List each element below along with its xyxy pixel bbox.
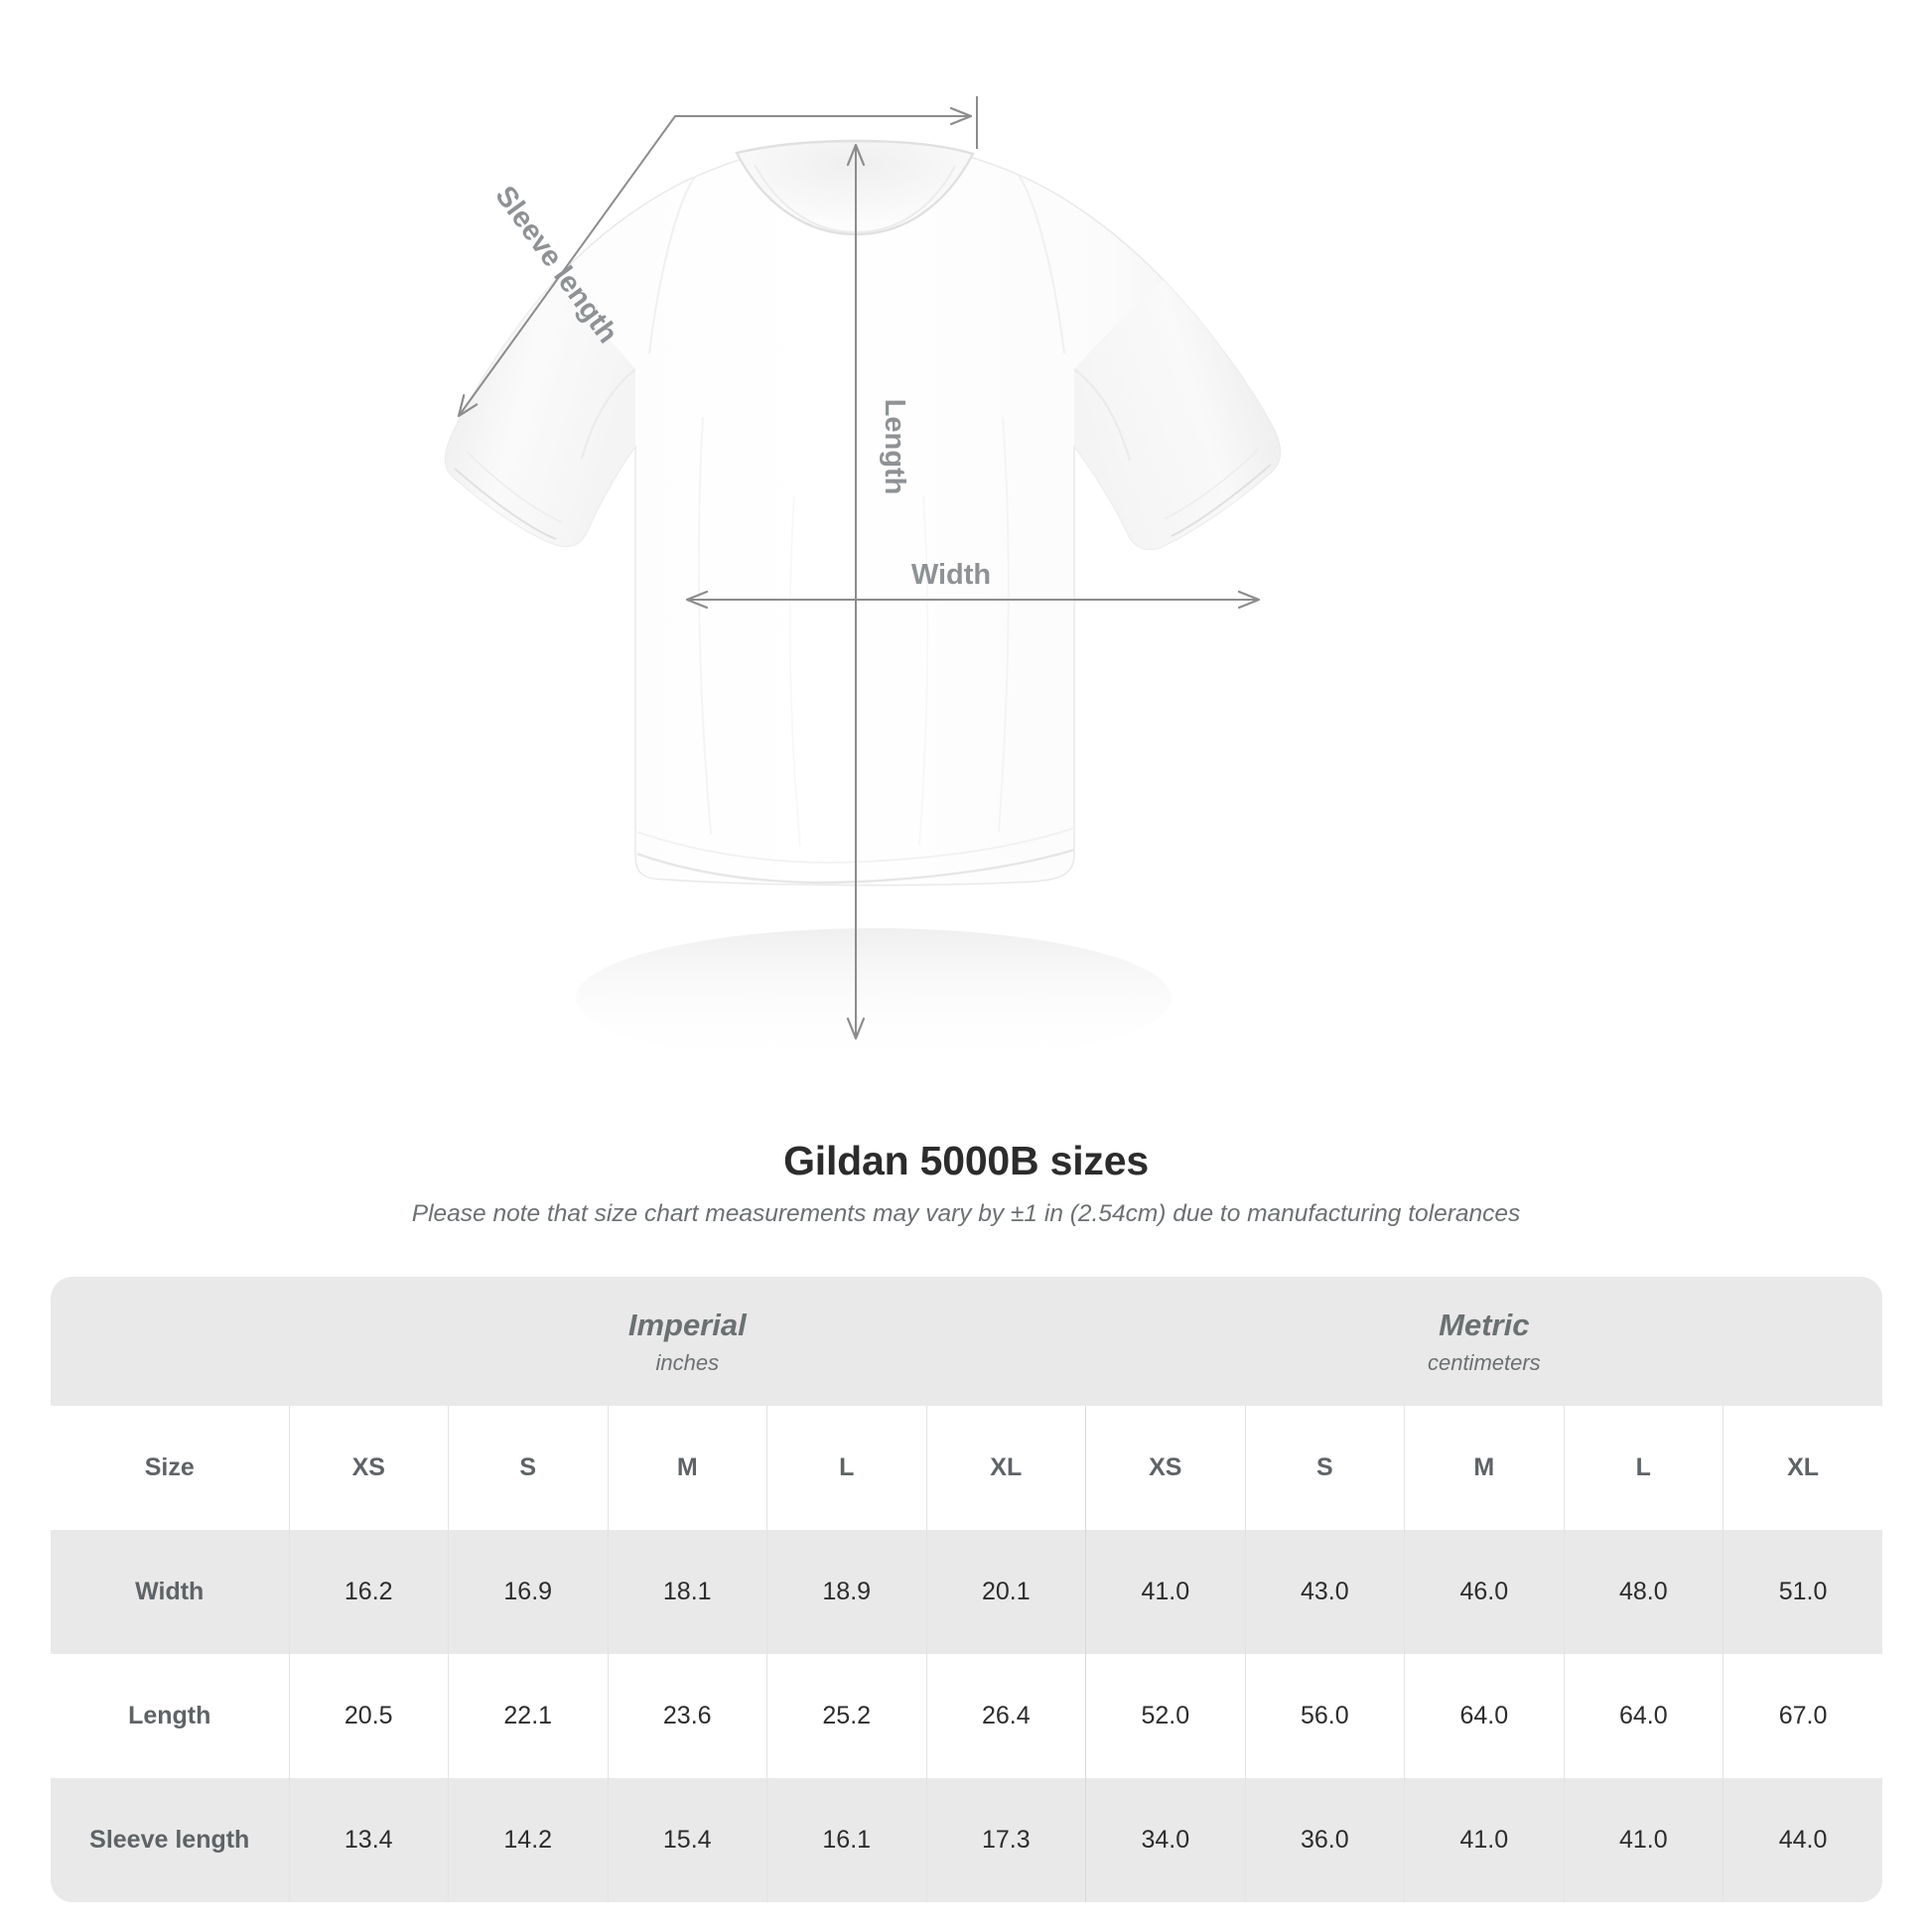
unit-group-metric: Metric centimeters: [1085, 1277, 1883, 1406]
cell-sleeve-metric-l: 41.0: [1563, 1778, 1724, 1902]
size-header-metric-s: S: [1244, 1406, 1405, 1530]
cell-length-imperial-m: 23.6: [607, 1654, 767, 1778]
cell-length-imperial-s: 22.1: [448, 1654, 608, 1778]
size-header-metric-l: L: [1563, 1406, 1724, 1530]
tshirt-graphic: [444, 139, 1282, 887]
size-header-imperial-l: L: [766, 1406, 926, 1530]
page-title: Gildan 5000B sizes: [783, 1138, 1149, 1183]
size-table: Imperial inches Metric centimeters Size …: [51, 1277, 1883, 1902]
cell-width-imperial-l: 18.9: [766, 1530, 926, 1654]
unit-group-row: Imperial inches Metric centimeters: [51, 1277, 1883, 1406]
unit-group-imperial: Imperial inches: [289, 1277, 1086, 1406]
cell-sleeve-metric-m: 41.0: [1404, 1778, 1565, 1902]
size-table-container: Imperial inches Metric centimeters Size …: [51, 1277, 1883, 1902]
row-label-header: Size: [144, 1453, 195, 1481]
cell-length-metric-l: 64.0: [1563, 1654, 1724, 1778]
cell-width-imperial-s: 16.9: [448, 1530, 608, 1654]
cell-width-metric-m: 46.0: [1404, 1530, 1565, 1654]
unit-spacer-cell: [51, 1277, 289, 1406]
cell-length-metric-xs: 52.0: [1085, 1654, 1246, 1778]
table-row: Sleeve length 13.4 14.2 15.4 16.1 17.3 3…: [51, 1778, 1883, 1902]
size-header-metric-xs: XS: [1085, 1406, 1246, 1530]
right-armhole-seam: [1073, 368, 1132, 462]
unit-group-imperial-unit: inches: [655, 1350, 720, 1376]
cell-sleeve-metric-s: 36.0: [1244, 1778, 1405, 1902]
size-header-metric-m: M: [1404, 1406, 1565, 1530]
unit-group-metric-name: Metric: [1439, 1307, 1530, 1342]
cell-sleeve-imperial-xs: 13.4: [288, 1778, 449, 1902]
right-sleeve-shade: [1074, 280, 1281, 550]
right-shoulder-seam: [1018, 174, 1065, 354]
cell-width-imperial-xl: 20.1: [925, 1530, 1086, 1654]
size-header-imperial-m: M: [607, 1406, 767, 1530]
table-row: Length 20.5 22.1 23.6 25.2 26.4 52.0 56.…: [51, 1654, 1883, 1778]
cell-width-imperial-m: 18.1: [607, 1530, 767, 1654]
cell-width-metric-xs: 41.0: [1085, 1530, 1246, 1654]
cell-length-metric-m: 64.0: [1404, 1654, 1565, 1778]
cell-width-metric-l: 48.0: [1563, 1530, 1724, 1654]
unit-group-metric-unit: centimeters: [1427, 1350, 1541, 1376]
width-label: Width: [911, 559, 991, 591]
cell-sleeve-imperial-xl: 17.3: [925, 1778, 1086, 1902]
tshirt-measurement-diagram: Length Width Sleeve length: [444, 96, 1282, 1067]
cell-length-imperial-xs: 20.5: [288, 1654, 449, 1778]
cell-length-imperial-l: 25.2: [766, 1654, 926, 1778]
garment-shadow: [576, 928, 1172, 1067]
left-sleeve-hem: [454, 468, 557, 540]
sleeve-diagonal-line: [457, 115, 842, 418]
tolerance-note: Please note that size chart measurements…: [411, 1200, 1521, 1227]
row-label-sleeve-length: Sleeve length: [51, 1778, 289, 1902]
cell-sleeve-imperial-m: 15.4: [607, 1778, 767, 1902]
cell-width-metric-s: 43.0: [1244, 1530, 1405, 1654]
cell-sleeve-imperial-l: 16.1: [766, 1778, 926, 1902]
size-header-imperial-s: S: [448, 1406, 608, 1530]
size-header-imperial-xl: XL: [925, 1406, 1086, 1530]
cell-length-metric-s: 56.0: [1244, 1654, 1405, 1778]
table-row: Width 16.2 16.9 18.1 18.9 20.1 41.0 43.0…: [51, 1530, 1883, 1654]
size-header-row: Size XS S M L XL XS S M L XL: [51, 1406, 1883, 1530]
left-sleeve-shade: [445, 284, 635, 547]
left-shoulder-seam: [648, 176, 696, 354]
sleeve-length-measure: [457, 96, 978, 418]
size-header-imperial-xs: XS: [288, 1406, 449, 1530]
length-label: Length: [879, 399, 910, 495]
size-header-metric-xl: XL: [1723, 1406, 1883, 1530]
cell-width-imperial-xs: 16.2: [288, 1530, 449, 1654]
cell-sleeve-imperial-s: 14.2: [448, 1778, 608, 1902]
left-armhole-seam: [580, 368, 636, 460]
cell-length-imperial-xl: 26.4: [925, 1654, 1086, 1778]
cell-sleeve-metric-xl: 44.0: [1723, 1778, 1883, 1902]
unit-group-imperial-name: Imperial: [627, 1307, 747, 1342]
row-label-width: Width: [51, 1530, 289, 1654]
cell-length-metric-xl: 67.0: [1723, 1654, 1883, 1778]
cell-width-metric-xl: 51.0: [1723, 1530, 1883, 1654]
cell-sleeve-metric-xs: 34.0: [1085, 1778, 1246, 1902]
right-sleeve-hem: [1171, 464, 1272, 537]
row-label-length: Length: [51, 1654, 289, 1778]
